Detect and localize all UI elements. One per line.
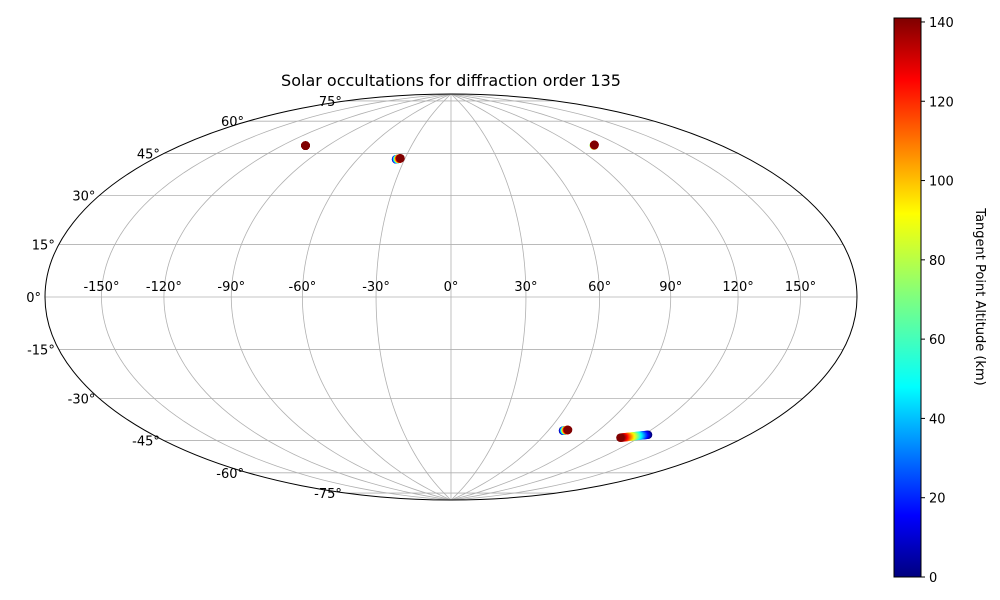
latitude-tick-label: 15° <box>32 238 55 253</box>
longitude-tick-label: 120° <box>722 280 753 295</box>
latitude-tick-label: 45° <box>137 147 160 162</box>
latitude-tick-label: 60° <box>221 115 244 130</box>
longitude-tick-label: -30° <box>362 280 390 295</box>
longitude-tick-label: -150° <box>83 280 119 295</box>
chart-title: Solar occultations for diffraction order… <box>281 71 621 90</box>
map-grid <box>45 94 857 500</box>
longitude-tick-label: -120° <box>146 280 182 295</box>
colorbar-tick-label: 140 <box>929 16 954 31</box>
colorbar-label: Tangent Point Altitude (km) <box>972 207 987 385</box>
colorbar-tick-label: 120 <box>929 95 954 110</box>
colorbar-ticks: 0 20 40 60 80 100 120 140 <box>921 16 954 586</box>
colorbar-tick-label: 80 <box>929 254 946 269</box>
longitude-tick-label: 30° <box>514 280 537 295</box>
longitude-tick-label: -90° <box>217 280 245 295</box>
map-outline <box>44 93 858 501</box>
latitude-tick-label: -75° <box>314 487 342 502</box>
longitude-tick-label: 90° <box>659 280 682 295</box>
latitude-tick-label: -15° <box>27 344 55 359</box>
latitude-tick-label: 0° <box>26 291 41 306</box>
colorbar-tick-label: 0 <box>929 571 937 586</box>
colorbar-tick-label: 60 <box>929 333 946 348</box>
longitude-tick-label: -60° <box>289 280 317 295</box>
colorbar-tick-label: 20 <box>929 492 946 507</box>
occultation-point <box>590 140 599 150</box>
colorbar-frame <box>893 17 922 578</box>
occultation-point <box>616 433 625 442</box>
colorbar-tick-label: 40 <box>929 412 946 427</box>
occultation-points <box>301 140 653 442</box>
occultation-point <box>301 141 310 150</box>
latitude-tick-label: -30° <box>68 393 96 408</box>
longitude-tick-label: 150° <box>785 280 816 295</box>
occultation-point <box>563 425 573 435</box>
occultation-point <box>396 154 405 163</box>
colorbar-gradient <box>894 18 921 577</box>
longitude-tick-label: 60° <box>588 280 611 295</box>
colorbar-tick-label: 100 <box>929 175 954 190</box>
latitude-tick-label: 75° <box>319 95 342 110</box>
latitude-tick-label: 30° <box>72 190 95 205</box>
latitude-tick-labels: 75° 60° 45° 30° 15° 0° -15° -30° -45° -60° -75° <box>26 95 342 502</box>
latitude-tick-label: -60° <box>216 467 244 482</box>
longitude-tick-label: 0° <box>444 280 459 295</box>
longitude-tick-labels: -150° -120° -90° -60° -30° 0° 30° 60° 90° 120° 150… <box>83 280 816 295</box>
latitude-tick-label: -45° <box>132 435 160 450</box>
